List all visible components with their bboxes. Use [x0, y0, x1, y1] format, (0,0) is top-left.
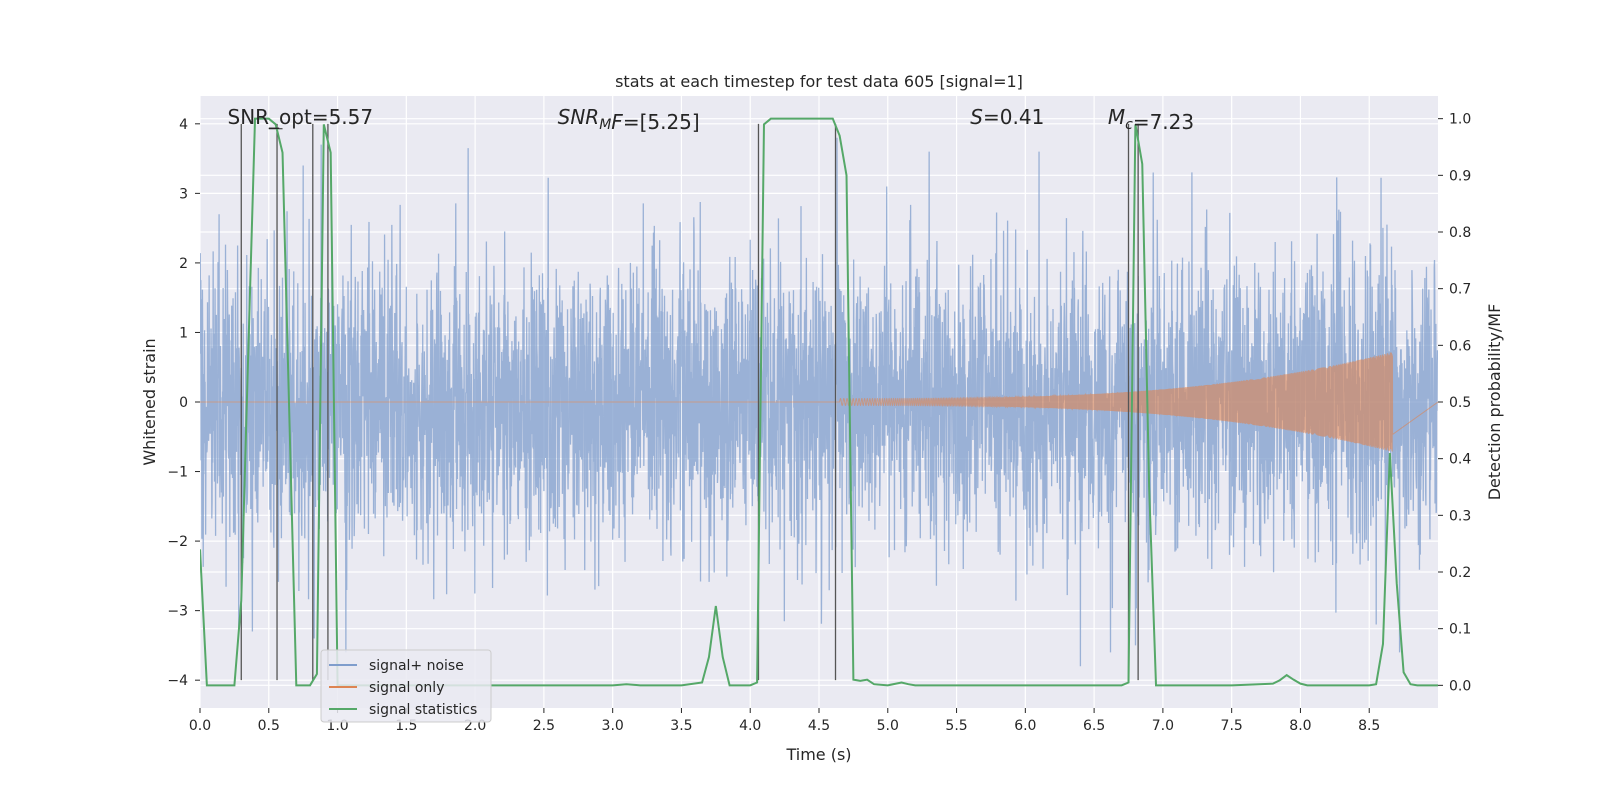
- y-right-tick-label: 0.5: [1449, 395, 1471, 411]
- y-axis-right-label: Detection probability/MF: [1485, 304, 1504, 501]
- y-right-tick-label: 0.0: [1449, 678, 1471, 694]
- series-signal-noise: [200, 137, 1438, 667]
- y-right-tick-label: 0.8: [1449, 225, 1471, 241]
- y-right-tick-label: 1.0: [1449, 112, 1471, 128]
- annotation-label: Mc=7.23: [1108, 105, 1194, 134]
- x-tick-label: 5.5: [945, 718, 967, 734]
- y-left-tick-label: −3: [167, 604, 188, 620]
- chart-title: stats at each timestep for test data 605…: [615, 72, 1023, 91]
- y-right-tick-label: 0.4: [1449, 452, 1471, 468]
- x-tick-label: 7.5: [1221, 718, 1243, 734]
- x-tick-label: 2.5: [533, 718, 555, 734]
- legend-entry: signal only: [369, 680, 444, 696]
- y-right-tick-label: 0.6: [1449, 338, 1471, 354]
- y-right-tick-label: 0.1: [1449, 622, 1471, 638]
- legend-entry: signal statistics: [369, 702, 477, 718]
- y-axis-right-ticks: 0.0 0.1 0.2 0.3 0.4 0.5 0.6 0.7 0.8 0.9 1.0: [1438, 112, 1471, 694]
- y-right-tick-label: 0.7: [1449, 282, 1471, 298]
- x-tick-label: 0.5: [258, 718, 280, 734]
- y-left-tick-label: 4: [179, 117, 188, 133]
- legend-entry: signal+ noise: [369, 658, 464, 674]
- x-tick-label: 7.0: [1152, 718, 1174, 734]
- x-tick-label: 8.0: [1289, 718, 1311, 734]
- plot-clip-group: [200, 117, 1438, 687]
- annotations: SNR_opt=5.57 SNRMF=[5.25] S=0.41 Mc=7.23: [228, 105, 1195, 134]
- x-axis-label: Time (s): [785, 745, 851, 764]
- x-tick-label: 6.0: [1014, 718, 1036, 734]
- y-left-tick-label: −2: [167, 534, 188, 550]
- x-tick-label: 4.0: [739, 718, 761, 734]
- legend: signal+ noise signal only signal statistic…: [320, 649, 492, 723]
- x-tick-label: 3.0: [602, 718, 624, 734]
- y-axis-left-label: Whitened strain: [140, 338, 159, 465]
- y-left-tick-label: 2: [179, 256, 188, 272]
- annotation-label: SNRMF=[5.25]: [558, 105, 700, 134]
- y-axis-left-ticks: −4 −3 −2 −1 0 1 2 3 4: [167, 117, 200, 689]
- y-right-tick-label: 0.9: [1449, 168, 1471, 184]
- y-right-tick-label: 0.2: [1449, 565, 1471, 581]
- x-tick-label: 4.5: [808, 718, 830, 734]
- x-tick-label: 8.5: [1358, 718, 1380, 734]
- series-signal-statistics: [200, 117, 1438, 687]
- y-left-tick-label: 3: [179, 186, 188, 202]
- series-signal-only: [200, 352, 1438, 452]
- y-left-tick-label: 1: [179, 325, 188, 341]
- annotation-label: SNR_opt=5.57: [228, 105, 374, 129]
- y-left-tick-label: −4: [167, 673, 188, 689]
- legend-box: [320, 649, 492, 723]
- x-tick-label: 6.5: [1083, 718, 1105, 734]
- x-tick-label: 0.0: [189, 718, 211, 734]
- y-right-tick-label: 0.3: [1449, 508, 1471, 524]
- x-tick-label: 3.5: [670, 718, 692, 734]
- series-layer: [200, 117, 1438, 687]
- y-left-tick-label: −1: [167, 465, 188, 481]
- annotation-label: S=0.41: [970, 105, 1044, 129]
- y-left-tick-label: 0: [179, 395, 188, 411]
- x-tick-label: 5.0: [877, 718, 899, 734]
